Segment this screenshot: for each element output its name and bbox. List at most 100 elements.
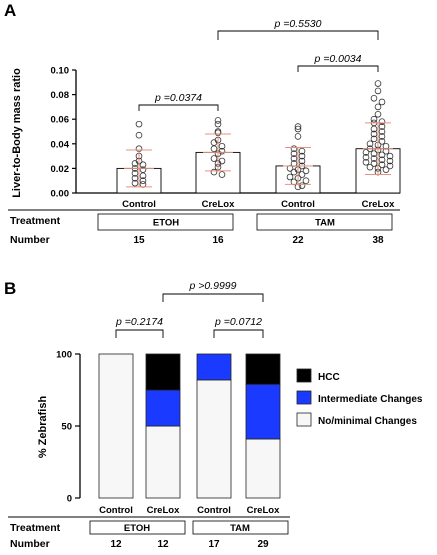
b-legend-swatch <box>296 412 312 427</box>
b-number-value: 17 <box>208 539 220 550</box>
b-p-value: p =0.2174 <box>115 316 163 328</box>
a-data-point <box>218 171 226 178</box>
a-y-tick-label: 0.06 <box>51 115 70 126</box>
b-category-label: CreLox <box>247 505 280 516</box>
a-data-point <box>286 173 294 181</box>
a-data-point <box>135 131 143 139</box>
a-group-label-tam: TAM <box>315 218 335 229</box>
a-data-point <box>210 145 218 153</box>
a-data-point <box>139 166 147 173</box>
a-data-point <box>298 157 306 165</box>
a-data-point <box>362 154 370 161</box>
a-data-point <box>362 149 370 156</box>
a-y-axis-title: Liver-to-Body mass ratio <box>11 68 23 198</box>
panel-b: 0 50 100 Control 12 CreLox 12 Control 17 CreLox 29… <box>56 280 423 550</box>
a-data-point <box>378 118 386 125</box>
a-number-value: 38 <box>372 235 384 246</box>
b-y-tick-label: 0 <box>67 494 72 505</box>
a-data-point <box>290 155 298 162</box>
a-data-point <box>298 147 306 155</box>
a-group-box-tam <box>256 213 393 231</box>
a-comparison-bracket <box>138 104 219 111</box>
a-category-label: Control <box>281 199 315 210</box>
a-data-point <box>366 163 374 171</box>
a-data-point <box>378 123 386 130</box>
a-data-point <box>378 138 386 145</box>
b-number-label: Number <box>10 538 50 550</box>
a-y-tick-label: 0.02 <box>51 164 70 175</box>
b-bar-segment <box>196 353 232 381</box>
b-comparison-bracket <box>162 293 264 302</box>
a-category-label: Control <box>122 199 156 210</box>
a-data-point <box>378 161 386 169</box>
b-legend-swatch <box>296 390 312 405</box>
a-data-point <box>386 162 394 170</box>
a-data-point <box>131 179 139 187</box>
b-p-value: p =0.0712 <box>214 316 262 328</box>
a-number-value: 16 <box>212 235 224 246</box>
a-data-point <box>370 160 378 167</box>
b-number-value: 29 <box>257 539 269 550</box>
a-data-point <box>210 168 218 176</box>
a-data-point <box>294 125 302 133</box>
a-comparison-bracket <box>297 65 379 72</box>
b-number-value: 12 <box>110 539 122 550</box>
a-data-point <box>374 87 382 95</box>
a-y-tick-label: 0.00 <box>51 189 70 200</box>
a-y-tick-label: 0.10 <box>51 66 70 77</box>
b-bar-segment <box>245 383 281 440</box>
a-group-label-etoh: ETOH <box>153 218 179 229</box>
a-data-point <box>386 157 394 165</box>
a-p-value: p =0.5530 <box>273 18 321 30</box>
b-group-label-etoh: ETOH <box>124 523 150 534</box>
b-legend-label: Intermediate Changes <box>318 394 423 405</box>
a-data-point <box>386 152 394 160</box>
b-group-box-etoh <box>89 520 186 535</box>
a-number-value: 22 <box>292 235 304 246</box>
panel-a: 0.00 0.02 0.04 0.06 0.08 0.10 Control 15 CreLox 1… <box>51 18 401 246</box>
a-data-point <box>290 145 298 153</box>
b-comparison-bracket <box>115 329 164 338</box>
a-data-point <box>131 174 139 182</box>
a-data-point <box>378 133 386 140</box>
a-data-point <box>139 177 147 185</box>
a-data-point <box>302 167 310 175</box>
b-bar-segment <box>145 353 181 391</box>
a-data-point <box>294 133 302 140</box>
b-category-label: Control <box>197 505 231 516</box>
a-category-label: CreLox <box>362 199 395 210</box>
a-data-point <box>135 120 143 128</box>
a-data-point <box>218 147 226 155</box>
b-category-label: CreLox <box>147 505 180 516</box>
a-p-value: p =0.0374 <box>154 92 202 104</box>
a-y-tick-label: 0.08 <box>51 90 70 101</box>
b-group-label-tam: TAM <box>230 523 250 534</box>
a-data-point <box>374 103 382 111</box>
a-data-point <box>370 94 378 102</box>
a-data-point <box>382 166 390 173</box>
a-data-point <box>370 150 378 157</box>
a-data-point <box>378 98 386 106</box>
b-bar-segment <box>98 353 134 499</box>
b-bar-segment <box>245 438 281 499</box>
a-data-point <box>298 182 306 189</box>
b-legend-label: No/minimal Changes <box>318 416 417 427</box>
b-comparison-bracket <box>213 329 264 338</box>
b-legend-swatch <box>296 368 312 383</box>
a-data-point <box>370 115 378 123</box>
a-data-point <box>294 123 302 130</box>
a-data-point <box>374 110 382 118</box>
a-data-point <box>302 177 310 185</box>
a-data-point <box>139 161 147 169</box>
b-bar-segment <box>145 389 181 427</box>
b-bar-segment <box>145 425 181 499</box>
b-p-value: p >0.9999 <box>188 280 236 292</box>
a-group-box-etoh <box>97 213 234 231</box>
a-number-value: 15 <box>133 235 145 246</box>
b-bar-segment <box>245 353 281 385</box>
b-legend-label: HCC <box>318 372 340 383</box>
a-data-point <box>298 171 306 178</box>
panel-letter-a: A <box>4 1 16 20</box>
b-y-tick-label: 50 <box>61 422 72 433</box>
